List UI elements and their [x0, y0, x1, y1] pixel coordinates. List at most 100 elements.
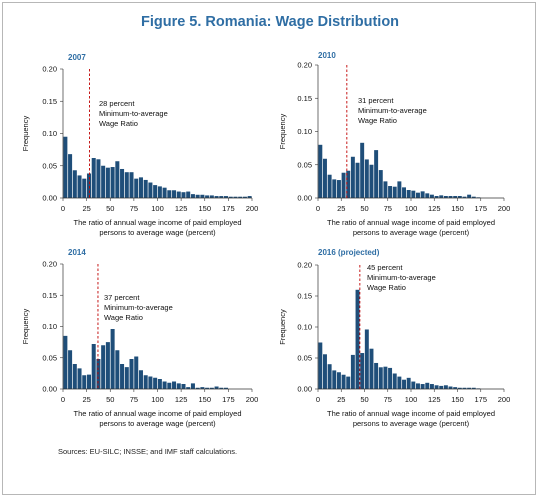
histogram-bar [402, 379, 406, 389]
histogram-bar [148, 182, 153, 198]
histogram-bar [143, 375, 148, 389]
annotation-text: Wage Ratio [358, 116, 397, 125]
x-tick-label: 150 [451, 395, 464, 404]
histogram-bar [214, 386, 219, 389]
histogram-bar [91, 158, 96, 198]
histogram-bar [471, 387, 476, 389]
y-tick-label: 0.05 [297, 160, 312, 169]
annotation-text: Wage Ratio [104, 313, 143, 322]
x-tick-label: 200 [246, 204, 259, 213]
histogram-bar [462, 387, 467, 389]
y-tick-label: 0.10 [297, 323, 312, 332]
x-tick-label: 175 [474, 395, 487, 404]
histogram-bar [115, 161, 120, 198]
annotation-text: 31 percent [358, 96, 394, 105]
x-axis-label: persons to average wage (percent) [99, 419, 216, 428]
histogram-bar [233, 196, 238, 198]
histogram-bar [124, 172, 129, 198]
histogram-bar [392, 373, 397, 389]
histogram-bar [411, 381, 416, 389]
histogram-bar [72, 170, 77, 198]
y-tick-label: 0.20 [42, 65, 57, 74]
x-tick-label: 100 [405, 395, 418, 404]
histogram-bar [214, 196, 219, 198]
histogram-bar [167, 382, 172, 389]
x-tick-label: 25 [337, 204, 345, 213]
histogram-bar [323, 158, 327, 198]
x-tick-label: 125 [428, 395, 441, 404]
histogram-bar [397, 376, 402, 389]
y-axis-label: Frequency [278, 114, 287, 150]
figure-frame [2, 2, 536, 495]
histogram-bar [138, 177, 143, 198]
histogram-bar [143, 179, 148, 198]
y-tick-label: 0.15 [297, 292, 312, 301]
histogram-bar [68, 350, 73, 389]
x-tick-label: 100 [405, 204, 418, 213]
histogram-bar [443, 196, 448, 198]
histogram-bar [68, 154, 73, 198]
x-tick-label: 0 [316, 204, 320, 213]
histogram-bar [327, 174, 332, 198]
histogram-bar [364, 159, 369, 198]
histogram-bar [91, 344, 96, 389]
histogram-bar [425, 382, 430, 389]
histogram-bar [360, 142, 365, 198]
histogram-bar [247, 196, 252, 198]
histogram-bar [425, 193, 430, 198]
annotation-text: Wage Ratio [99, 119, 138, 128]
histogram-bar [439, 385, 444, 389]
histogram-bar [63, 335, 68, 389]
x-tick-label: 200 [498, 395, 511, 404]
histogram-bar [228, 196, 233, 198]
y-tick-label: 0.20 [297, 61, 312, 70]
y-tick-label: 0.15 [42, 291, 57, 300]
histogram-bar [416, 383, 420, 389]
histogram-bar [120, 168, 125, 198]
histogram-bar [346, 376, 351, 389]
histogram-bar [172, 381, 177, 389]
x-tick-label: 75 [130, 204, 138, 213]
histogram-bar [190, 194, 195, 198]
y-tick-label: 0.20 [42, 260, 57, 269]
histogram-bar [402, 187, 406, 198]
histogram-bar [318, 144, 323, 198]
histogram-bar [129, 359, 134, 389]
histogram-bar [105, 342, 110, 389]
y-tick-label: 0.15 [42, 97, 57, 106]
histogram-bar [200, 387, 205, 389]
y-tick-label: 0.10 [297, 127, 312, 136]
histogram-bar [434, 196, 439, 198]
histogram-bar [360, 353, 365, 389]
histogram-bar [110, 329, 115, 389]
x-tick-label: 150 [198, 204, 211, 213]
histogram-bar [205, 195, 210, 198]
x-tick-label: 75 [130, 395, 138, 404]
histogram-bar [420, 191, 425, 198]
histogram-bar [327, 364, 332, 389]
annotation-text: Minimum-to-average [99, 109, 168, 118]
histogram-bar [77, 368, 82, 389]
x-tick-label: 175 [222, 395, 235, 404]
histogram-bar [341, 374, 346, 389]
histogram-bar [439, 195, 444, 198]
histogram-bar [350, 156, 355, 198]
y-tick-label: 0.00 [297, 385, 312, 394]
histogram-bar [124, 367, 129, 389]
histogram-bar [162, 381, 167, 389]
x-tick-label: 125 [175, 395, 188, 404]
histogram-bar [205, 387, 210, 389]
annotation-text: Minimum-to-average [104, 303, 173, 312]
histogram-bar [186, 191, 191, 198]
annotation-text: 28 percent [99, 99, 135, 108]
panel-1: 2010 0.00 0.05 0.10 0.15 0.20 0 25 50 75 100 125 150… [278, 51, 510, 237]
histogram-bar [383, 181, 388, 198]
x-tick-label: 150 [198, 395, 211, 404]
histogram-bar [148, 376, 153, 389]
histogram-bar [209, 387, 214, 389]
histogram-bar [86, 173, 91, 198]
x-axis-label: The ratio of annual wage income of paid … [327, 409, 495, 418]
histogram-bar [388, 186, 393, 198]
x-tick-label: 50 [360, 395, 368, 404]
x-tick-label: 200 [498, 204, 511, 213]
